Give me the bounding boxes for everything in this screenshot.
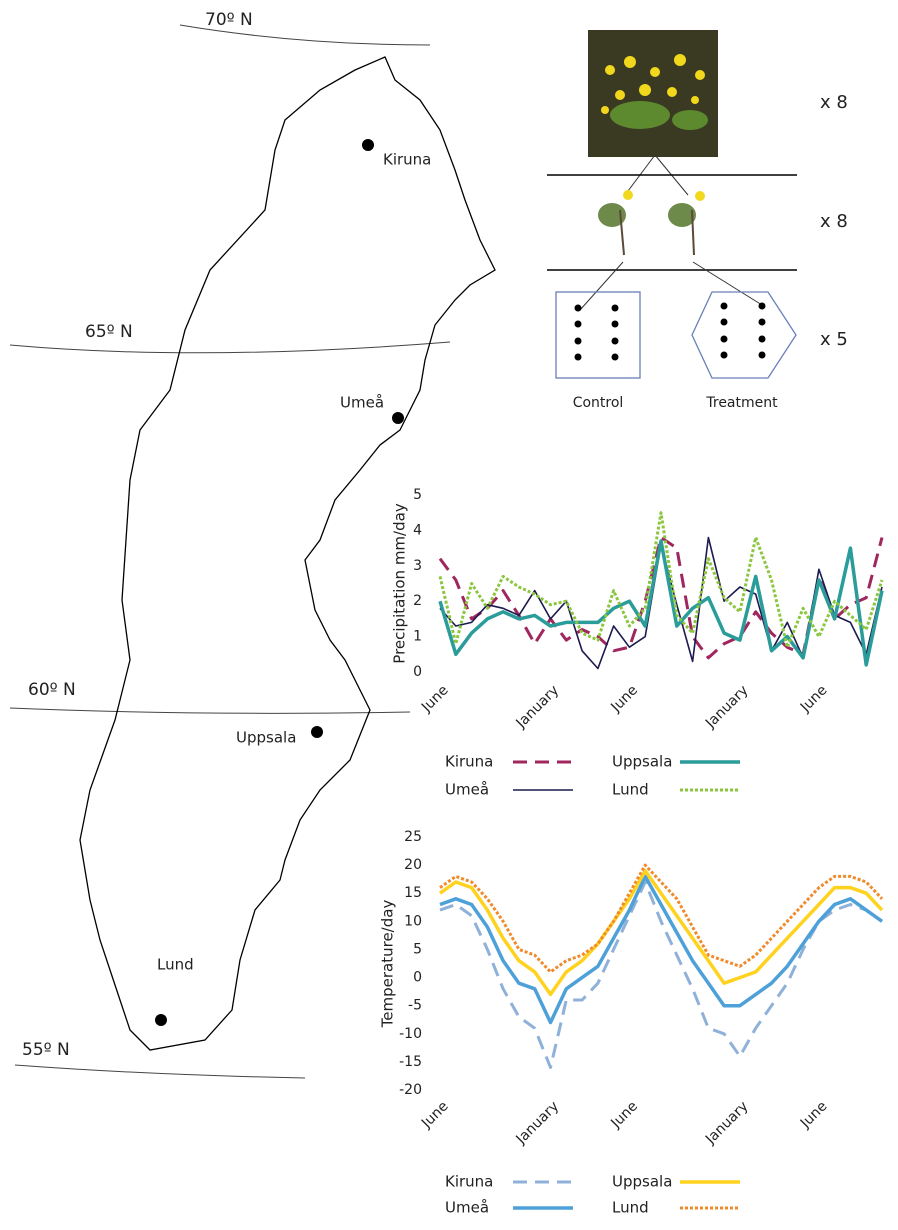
latitude-label: 65º N [85,322,133,342]
legend-label: Lund [612,1199,649,1217]
y-tick-label: 25 [404,829,422,845]
legend-label: Lund [612,781,649,799]
y-tick-label: -20 [399,1082,422,1098]
series-line [440,513,882,648]
group-label: Control [573,395,624,411]
city-label: Uppsala [236,729,296,747]
control-box [556,292,640,378]
y-tick-label: 20 [404,857,422,873]
replicate-label: x 5 [820,329,848,350]
x-tick-label: June [607,682,641,716]
city-label: Umeå [340,394,384,412]
connector [580,262,623,310]
latitude-line [10,708,410,713]
x-tick-label: June [797,1098,831,1132]
legend-label: Uppsala [612,1173,672,1191]
sweden-outline [80,57,495,1050]
y-tick-label: -10 [399,1026,422,1042]
legend-label: Umeå [445,781,489,799]
city-label: Lund [157,956,194,974]
x-tick-label: June [607,1098,641,1132]
series-line [440,871,882,995]
legend-label: Kiruna [445,753,493,771]
figure: 70º N 65º N 60º N 55º N Kiruna Umeå Upps… [0,0,898,1226]
y-tick-label: -5 [408,998,422,1014]
y-tick-label: 4 [413,522,422,538]
legend-label: Uppsala [612,753,672,771]
y-tick-label: 2 [413,593,422,609]
connector [693,262,762,305]
x-tick-label: January [513,1098,563,1148]
series-line [440,541,882,665]
legend-label: Kiruna [445,1173,493,1191]
series-line [440,876,882,1022]
latitude-label: 55º N [22,1040,70,1060]
y-tick-label: 5 [413,487,422,503]
city-dot [155,1014,167,1026]
plant-icon [598,190,633,255]
city-label: Kiruna [383,151,431,169]
experimental-design: x 8 x 8 x 5 Control Treatment [547,30,848,411]
x-tick-label: June [418,682,452,716]
y-tick-label: 10 [404,913,422,929]
group-label: Treatment [705,395,778,411]
y-tick-label: 5 [413,941,422,957]
treatment-hexagon [692,292,796,378]
y-tick-label: 3 [413,558,422,574]
city-dot [362,139,374,151]
replicate-label: x 8 [820,92,848,113]
legend-label: Umeå [445,1199,489,1217]
map: 70º N 65º N 60º N 55º N Kiruna Umeå Upps… [10,10,495,1078]
latitude-line [15,1065,305,1078]
y-axis-label: Temperature/day [379,900,397,1029]
latitude-label: 70º N [205,10,253,30]
replicate-label: x 8 [820,211,848,232]
city-dot [311,726,323,738]
y-tick-label: 0 [413,970,422,986]
city-dot [392,412,404,424]
y-tick-label: 0 [413,664,422,680]
x-tick-label: June [418,1098,452,1132]
latitude-line [10,342,450,353]
x-tick-label: January [702,682,752,732]
latitude-label: 60º N [28,680,76,700]
x-tick-label: January [702,1098,752,1148]
y-axis-label: Precipitation mm/day [391,503,409,664]
x-tick-label: June [797,682,831,716]
y-tick-label: -15 [399,1054,422,1070]
x-tick-label: January [513,682,563,732]
y-tick-label: 15 [404,885,422,901]
pots [575,303,766,361]
plant-photo [588,30,718,157]
plant-icon [668,191,705,255]
y-tick-label: 1 [413,629,422,645]
